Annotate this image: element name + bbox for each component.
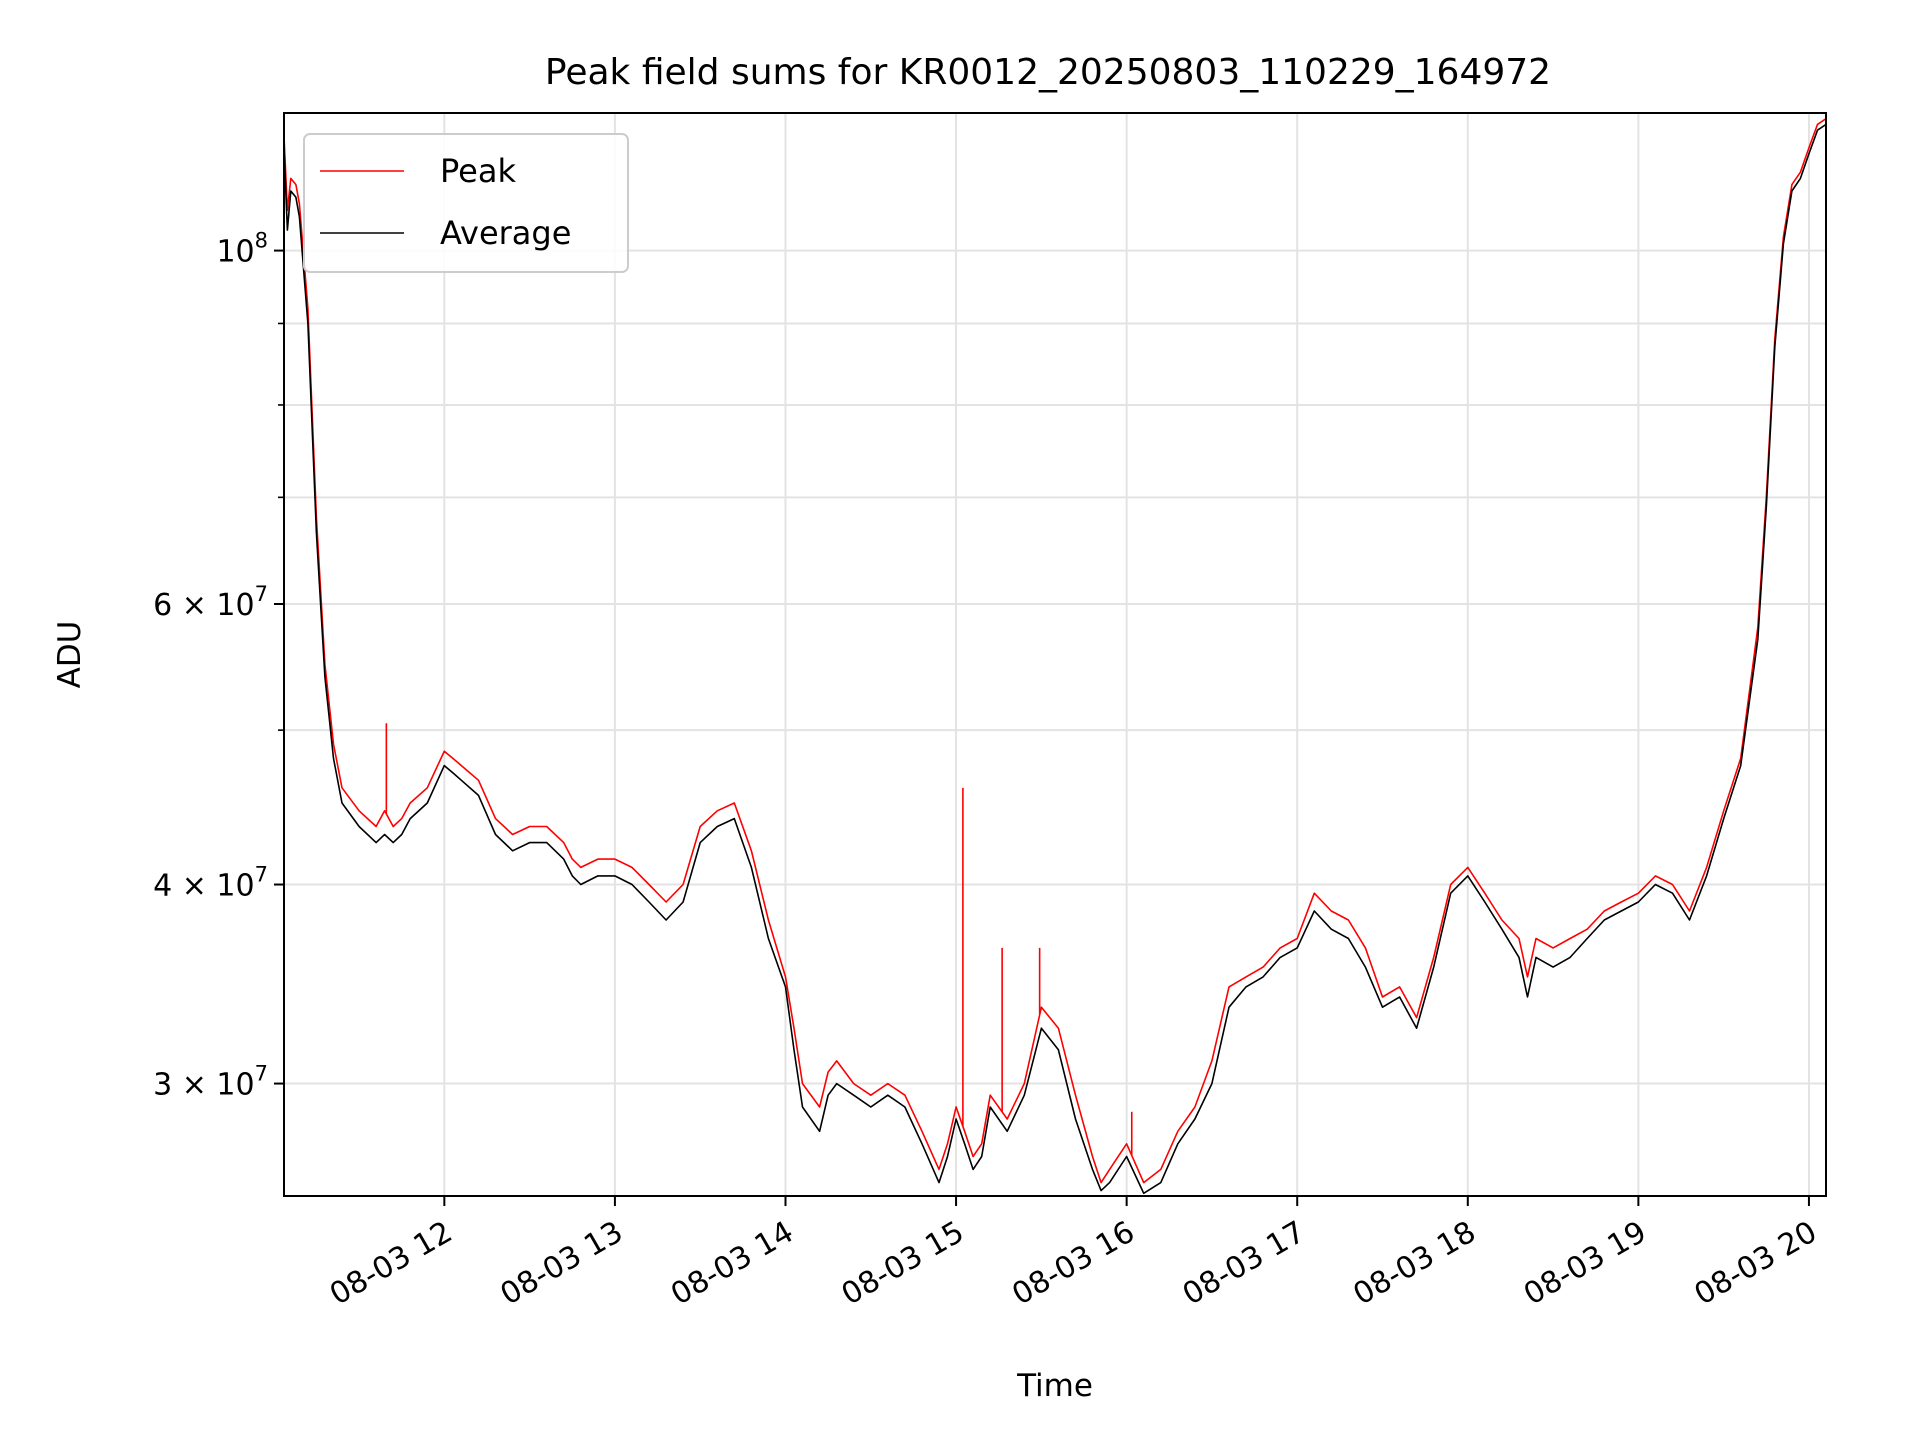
x-axis-title: Time [1016, 1368, 1093, 1404]
legend-label-peak: Peak [440, 152, 516, 190]
series-layer [284, 118, 1826, 1195]
chart-title: Peak field sums for KR0012_20250803_1102… [545, 52, 1551, 93]
series-clip [284, 118, 1826, 1195]
plot-frame [283, 112, 1827, 1197]
grid-lines [284, 113, 1826, 1196]
series-peak-line [284, 118, 1826, 1184]
series-average-line [284, 123, 1826, 1195]
legend: Peak Average [303, 133, 629, 273]
y-tick-label: 108 [216, 229, 268, 270]
legend-label-average: Average [440, 214, 571, 252]
y-tick-label: 6 × 107 [153, 582, 268, 623]
y-axis-title: ADU [52, 621, 88, 689]
y-tick-label: 4 × 107 [153, 863, 268, 904]
y-tick-label: 3 × 107 [153, 1062, 268, 1103]
y-axis: 3 × 107 4 × 107 6 × 107 108 [153, 229, 284, 1103]
legend-box [303, 133, 629, 273]
